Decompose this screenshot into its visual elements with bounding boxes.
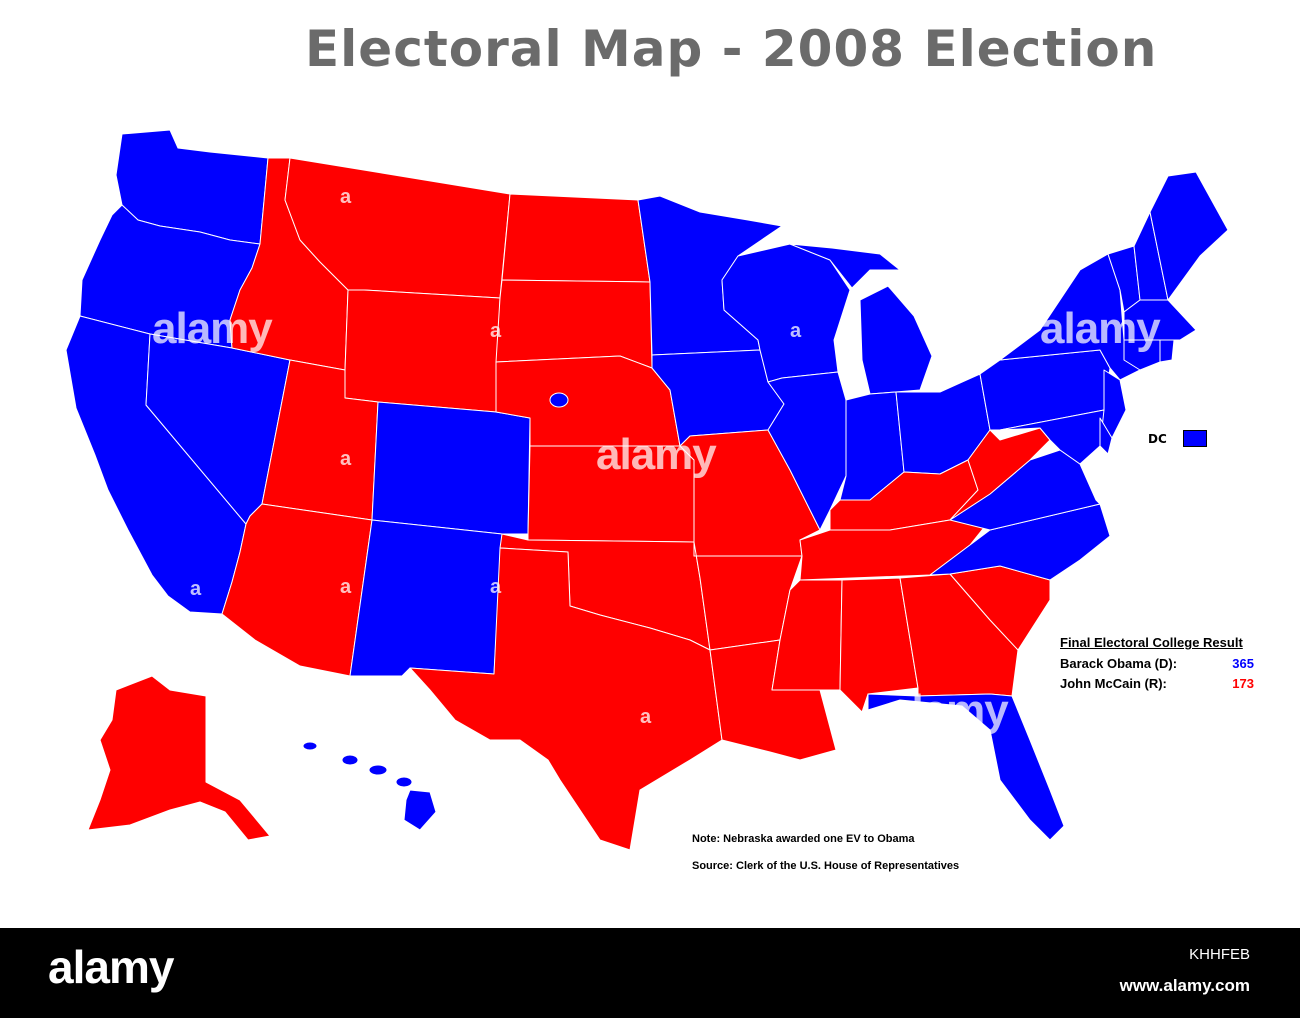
state-texas: [409, 547, 723, 851]
state-michigan-up: [789, 243, 901, 289]
state-north-dakota: [501, 193, 651, 283]
state-maryland: [999, 409, 1105, 465]
state-wyoming: [344, 289, 501, 413]
state-mississippi: [771, 579, 843, 691]
source-note: Source: Clerk of the U.S. House of Repre…: [692, 860, 960, 872]
state-connecticut: [1123, 339, 1161, 371]
watermark-letter: a: [790, 320, 802, 342]
state-michigan: [859, 285, 933, 395]
nebraska-district-marker: [549, 392, 569, 408]
state-colorado: [371, 401, 531, 535]
nebraska-note: Note: Nebraska awarded one EV to Obama: [692, 833, 915, 845]
state-hawaii: [302, 741, 437, 831]
dc-label: DC: [1148, 432, 1167, 446]
watermark-letter: a: [490, 320, 502, 342]
watermark-letter: a: [340, 186, 352, 208]
result-row-obama: Barack Obama (D): 365: [1060, 656, 1260, 671]
map-title: Electoral Map - 2008 Election: [305, 20, 1158, 78]
footer-bar: alamy KHHFEB www.alamy.com: [0, 928, 1300, 1018]
watermark-letter: a: [190, 578, 202, 600]
watermark-letter: a: [1150, 448, 1162, 470]
candidate-name: Barack Obama (D):: [1060, 656, 1178, 671]
state-delaware: [1099, 417, 1113, 455]
watermark-letter: a: [490, 576, 502, 598]
state-south-dakota: [495, 279, 653, 369]
state-north-carolina: [929, 503, 1111, 581]
state-new-york: [999, 253, 1141, 381]
footer-url: www.alamy.com: [1119, 976, 1250, 995]
watermark-text: alamy: [152, 304, 273, 353]
state-alaska: [87, 675, 271, 841]
candidate-votes: 173: [1232, 676, 1254, 691]
us-electoral-map: [65, 129, 1229, 851]
state-florida: [867, 693, 1065, 841]
watermark-letter: a: [340, 576, 352, 598]
state-illinois: [767, 371, 847, 531]
watermark-text: alamy: [1040, 304, 1161, 353]
result-heading: Final Electoral College Result: [1060, 635, 1243, 650]
watermark-letter: a: [340, 448, 352, 470]
watermark-text: alamy: [888, 686, 1009, 735]
state-new-mexico: [349, 519, 503, 677]
footer-logo: alamy: [48, 941, 174, 993]
result-row-mccain: John McCain (R): 173: [1060, 676, 1260, 691]
candidate-name: John McCain (R):: [1060, 676, 1167, 691]
image-id: KHHFEB: [1189, 946, 1250, 963]
state-rhode-island: [1159, 339, 1175, 363]
watermark-letter: a: [640, 706, 652, 728]
dc-color-box: [1183, 430, 1207, 447]
electoral-result-box: Final Electoral College Result Barack Ob…: [1060, 635, 1260, 696]
candidate-votes: 365: [1232, 656, 1254, 671]
watermark-text: alamy: [596, 430, 717, 479]
